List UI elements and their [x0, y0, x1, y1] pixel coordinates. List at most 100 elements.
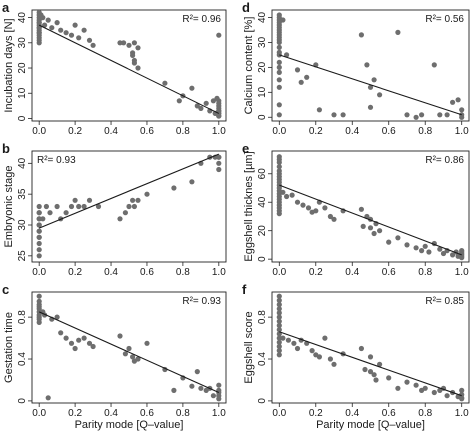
data-point [440, 250, 447, 257]
data-point [309, 348, 315, 354]
data-point [431, 62, 437, 68]
panel-b: 25 30 35 40 0.0 0.2 0.4 0.6 0.8 1.0 Embryonic stag… [2, 141, 227, 278]
r2-annotation: R²= 0.93 [37, 155, 76, 166]
data-point [304, 74, 310, 80]
x-tick-label: 0.4 [345, 267, 359, 278]
data-point [68, 203, 75, 210]
data-point [81, 27, 87, 33]
data-point [36, 30, 42, 36]
data-point [216, 154, 222, 160]
data-point [90, 42, 96, 48]
data-point [198, 385, 204, 391]
data-point [313, 208, 319, 214]
x-tick-label: 1.0 [212, 267, 226, 278]
plot-frame [271, 291, 470, 404]
data-point [203, 100, 209, 106]
data-point [131, 203, 137, 210]
data-point [305, 205, 312, 211]
data-point [444, 112, 450, 118]
data-point [58, 27, 64, 33]
data-point [162, 80, 168, 86]
panel-letter: d [242, 0, 250, 15]
x-tick-label: 0.2 [309, 267, 323, 278]
data-point [117, 216, 123, 222]
data-point [276, 306, 282, 312]
y-axis-label: Incubation days [N] [3, 18, 15, 112]
data-point [371, 372, 377, 378]
y-tick-label: 40 [17, 157, 28, 169]
data-point [285, 337, 291, 343]
data-point [450, 252, 456, 258]
data-point [54, 20, 60, 26]
data-point [280, 17, 286, 23]
data-point [373, 377, 379, 383]
y-axis-label: Gestation time [3, 312, 15, 383]
data-point [130, 197, 136, 203]
data-point [331, 112, 337, 118]
y-tick-label: 0.4 [257, 352, 268, 366]
data-point [276, 211, 282, 217]
data-point [289, 192, 295, 198]
plot-frame [31, 291, 227, 404]
data-point [54, 203, 60, 210]
data-point [276, 327, 282, 333]
data-point [459, 395, 465, 401]
y-tick-label: 40 [257, 196, 268, 208]
data-point [122, 351, 128, 357]
data-point [276, 59, 282, 65]
data-point [63, 335, 69, 341]
data-point [47, 210, 53, 216]
data-point [322, 205, 328, 211]
data-point [189, 383, 195, 389]
y-tick-label: 0 [17, 115, 28, 121]
data-point [117, 333, 123, 339]
y-tick-label: 30 [17, 219, 28, 231]
y-axis-label: Eggshell score [243, 311, 255, 383]
data-point [377, 361, 383, 367]
data-point [130, 354, 136, 360]
data-point [86, 197, 93, 203]
y-axis-label: Calcium content [%] [243, 17, 255, 115]
y-tick-label: 0.8 [17, 310, 28, 324]
data-point [81, 203, 87, 210]
data-point [121, 40, 127, 46]
data-point [413, 114, 419, 120]
panel-d: 0 10 20 30 40 0.0 0.2 0.4 0.6 0.8 1.0 Calcium conte… [242, 0, 470, 137]
data-point [360, 223, 366, 229]
x-tick-label: 0.0 [32, 267, 46, 278]
data-point [371, 77, 377, 83]
y-tick-label: 20 [17, 62, 28, 74]
x-tick-label: 1.0 [455, 408, 469, 419]
data-point [413, 245, 419, 251]
plot-frame [271, 150, 470, 263]
x-tick-label: 0.6 [382, 126, 396, 137]
data-point [276, 302, 282, 308]
x-tick-label: 0.0 [272, 267, 286, 278]
data-point [294, 67, 301, 73]
x-tick-label: 0.8 [176, 126, 190, 137]
data-point [276, 77, 282, 83]
panel-letter: e [242, 141, 249, 156]
data-point [276, 297, 282, 303]
y-tick-label: 20 [257, 225, 268, 237]
data-point [444, 393, 450, 399]
r2-annotation: R²= 0.56 [425, 14, 464, 25]
data-point [331, 361, 337, 367]
data-point [455, 97, 461, 103]
data-point [86, 340, 93, 346]
data-point [216, 396, 222, 402]
data-point [45, 395, 51, 401]
x-tick-label: 0.8 [418, 267, 432, 278]
y-tick-label: 0.4 [17, 352, 28, 366]
x-tick-label: 1.0 [212, 408, 226, 419]
data-point [36, 25, 42, 31]
data-point [404, 112, 410, 118]
data-point [171, 387, 177, 393]
panel-a: 0 10 20 30 40 0.0 0.2 0.4 0.6 0.8 1.0 Incubation da… [2, 0, 227, 137]
data-point [298, 79, 304, 85]
panel-e: 0 20 40 60 0.0 0.2 0.4 0.6 0.8 1.0 Eggshell thickn… [242, 141, 470, 278]
data-point [386, 375, 392, 381]
data-point [63, 30, 69, 36]
data-point [36, 293, 42, 299]
regression-line [38, 311, 220, 394]
